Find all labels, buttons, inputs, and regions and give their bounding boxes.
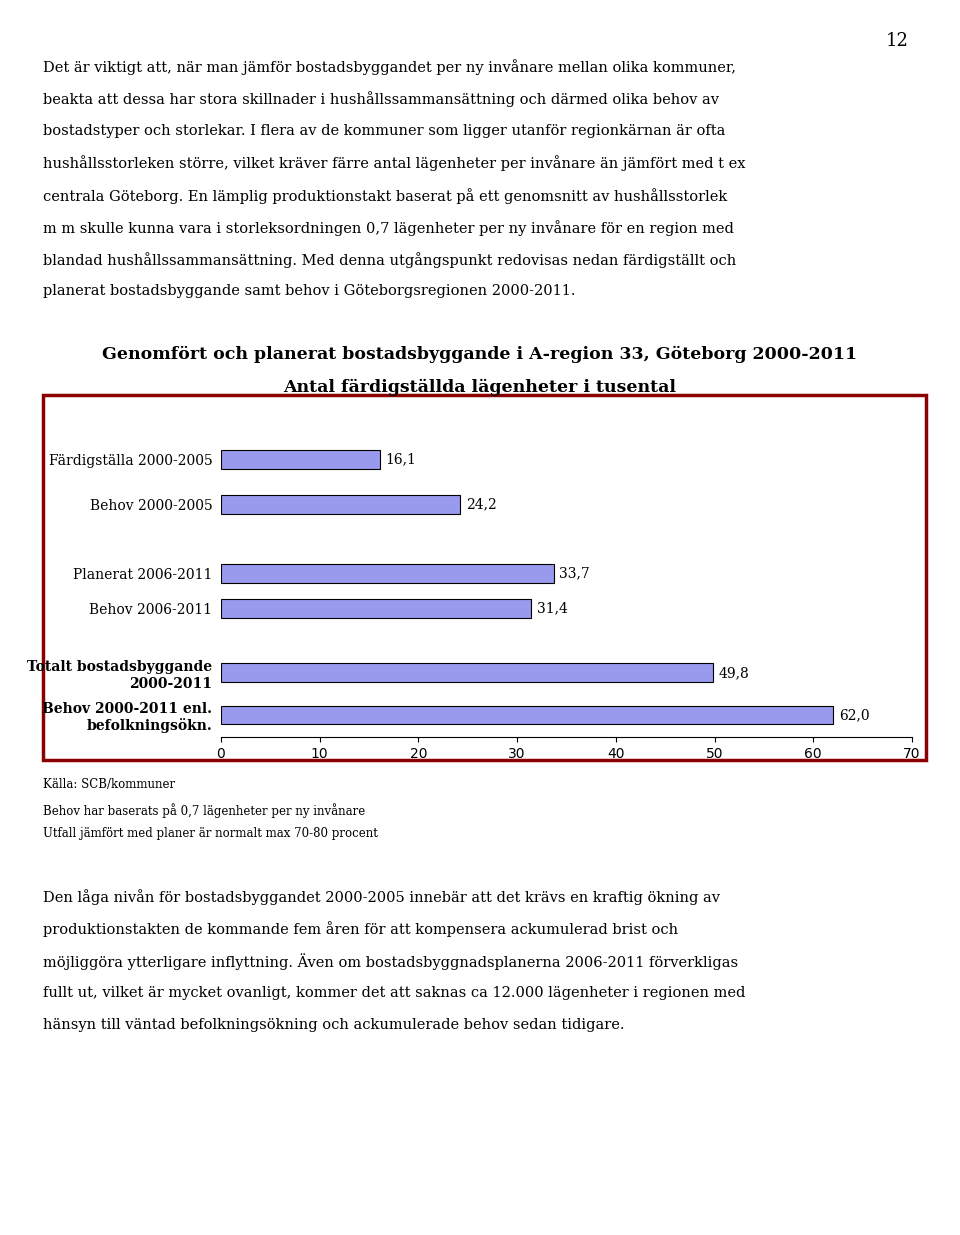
Bar [221, 663, 712, 682]
Text: 24,2: 24,2 [466, 498, 496, 511]
Text: m m skulle kunna vara i storleksordningen 0,7 lägenheter per ny invånare för en : m m skulle kunna vara i storleksordninge… [43, 220, 734, 236]
Text: 62,0: 62,0 [839, 708, 870, 722]
Text: 16,1: 16,1 [386, 452, 417, 467]
Text: Källa: SCB/kommuner: Källa: SCB/kommuner [43, 778, 176, 792]
Text: 12: 12 [886, 32, 909, 51]
Text: 49,8: 49,8 [718, 666, 749, 679]
Text: beakta att dessa har stora skillnader i hushållssammansättning och därmed olika : beakta att dessa har stora skillnader i … [43, 91, 719, 107]
Text: bostadstyper och storlekar. I flera av de kommuner som ligger utanför regionkärn: bostadstyper och storlekar. I flera av d… [43, 124, 726, 137]
Text: hushållsstorleken större, vilket kräver färre antal lägenheter per invånare än j: hushållsstorleken större, vilket kräver … [43, 156, 746, 172]
Bar [221, 564, 554, 583]
Text: Utfall jämfört med planer är normalt max 70-80 procent: Utfall jämfört med planer är normalt max… [43, 827, 378, 841]
Text: Behov har baserats på 0,7 lägenheter per ny invånare: Behov har baserats på 0,7 lägenheter per… [43, 803, 366, 818]
Bar [221, 450, 380, 469]
Text: 33,7: 33,7 [560, 567, 590, 580]
Bar [221, 705, 833, 725]
Text: Den låga nivån för bostadsbyggandet 2000-2005 innebär att det krävs en kraftig ö: Den låga nivån för bostadsbyggandet 2000… [43, 889, 720, 905]
Text: möjliggöra ytterligare inflyttning. Även om bostadsbyggnadsplanerna 2006-2011 fö: möjliggöra ytterligare inflyttning. Även… [43, 953, 738, 971]
Bar [221, 599, 531, 618]
Text: hänsyn till väntad befolkningsökning och ackumulerade behov sedan tidigare.: hänsyn till väntad befolkningsökning och… [43, 1018, 625, 1031]
Text: Antal färdigställda lägenheter i tusental: Antal färdigställda lägenheter i tusenta… [283, 379, 677, 396]
Text: blandad hushållssammansättning. Med denna utgångspunkt redovisas nedan färdigstä: blandad hushållssammansättning. Med denn… [43, 252, 736, 268]
Text: Genomfört och planerat bostadsbyggande i A-region 33, Göteborg 2000-2011: Genomfört och planerat bostadsbyggande i… [103, 346, 857, 363]
FancyBboxPatch shape [43, 395, 926, 760]
Text: Det är viktigt att, när man jämför bostadsbyggandet per ny invånare mellan olika: Det är viktigt att, när man jämför bosta… [43, 59, 736, 75]
Text: fullt ut, vilket är mycket ovanligt, kommer det att saknas ca 12.000 lägenheter : fullt ut, vilket är mycket ovanligt, kom… [43, 986, 746, 999]
Text: 31,4: 31,4 [537, 601, 567, 615]
Bar [221, 495, 460, 514]
Text: centrala Göteborg. En lämplig produktionstakt baserat på ett genomsnitt av hushå: centrala Göteborg. En lämplig produktion… [43, 188, 728, 204]
Text: produktionstakten de kommande fem åren för att kompensera ackumulerad brist och: produktionstakten de kommande fem åren f… [43, 921, 679, 937]
Text: planerat bostadsbyggande samt behov i Göteborgsregionen 2000-2011.: planerat bostadsbyggande samt behov i Gö… [43, 284, 576, 298]
